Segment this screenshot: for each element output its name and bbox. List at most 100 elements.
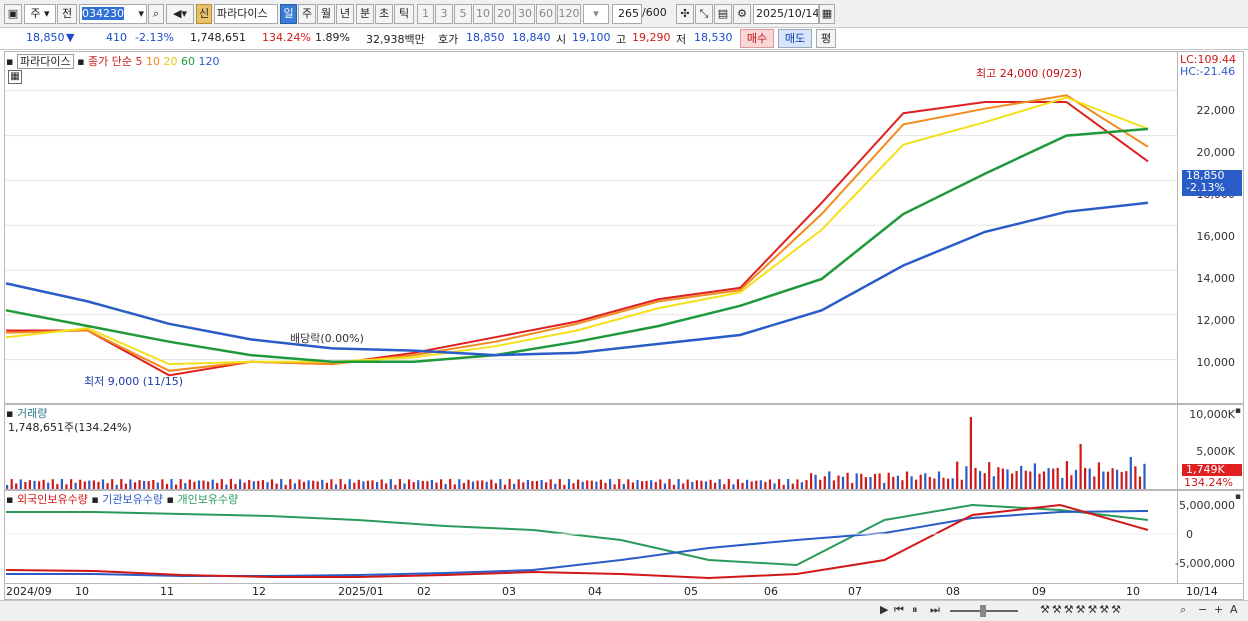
interval-3[interactable]: 3: [435, 4, 453, 24]
scroll-thumb[interactable]: [980, 605, 986, 617]
interval-1[interactable]: 1: [417, 4, 434, 24]
legend-box-icon[interactable]: ▪: [6, 55, 14, 68]
holding-line-개인보유수량: [6, 503, 1149, 567]
volume-bar: [302, 481, 306, 489]
grid-toggle-icon[interactable]: ▦: [8, 70, 22, 84]
legend-box-icon[interactable]: ▪: [91, 493, 99, 506]
holding-axis-label: 5,000,000: [1179, 499, 1235, 512]
holding-axis[interactable]: 5,000,000 0 -5,000,000 ▪: [1175, 490, 1244, 584]
ma-label[interactable]: 종가 단순: [88, 55, 133, 68]
speaker-icon[interactable]: ◀▾: [166, 4, 194, 24]
volume-bar: [143, 481, 146, 489]
market-select[interactable]: 주 ▾: [24, 4, 56, 24]
interval-30[interactable]: 30: [515, 4, 535, 24]
pause-icon[interactable]: ⏸: [912, 603, 918, 616]
period-year[interactable]: 년: [336, 4, 354, 24]
legend-box-icon[interactable]: ▪: [77, 55, 85, 68]
interval-5[interactable]: 5: [454, 4, 472, 24]
search-icon[interactable]: ⌕: [148, 4, 164, 24]
volume-title[interactable]: 거래량: [16, 407, 48, 420]
interval-10[interactable]: 10: [473, 4, 493, 24]
period-day[interactable]: 일: [280, 4, 297, 24]
stock-title[interactable]: 파라다이스: [16, 54, 74, 69]
volume-bar: [83, 481, 86, 489]
count-input[interactable]: 265: [612, 4, 642, 24]
volume-bar: [618, 479, 621, 489]
volume-bar: [1079, 444, 1082, 489]
interval-60[interactable]: 60: [536, 4, 556, 24]
gear-icon[interactable]: ⚙: [733, 4, 751, 24]
tools-icon[interactable]: ⚒⚒⚒⚒⚒⚒⚒: [1040, 603, 1124, 616]
period-second[interactable]: 초: [375, 4, 393, 24]
volume-axis[interactable]: 10,000K 5,000K 1,749K 134.24% ▪: [1178, 404, 1244, 490]
ma-line-10: [5, 94, 1149, 372]
code-input[interactable]: 034230 ▾: [79, 4, 147, 24]
sell-button[interactable]: 매도: [778, 29, 812, 48]
volume-bar: [905, 471, 909, 489]
quote-bar: 18,850 ▼ 410 -2.13% 1,748,651 134.24% 1.…: [0, 28, 1248, 50]
volume-value: 1,748,651: [190, 31, 246, 44]
buy-button[interactable]: 매수: [740, 29, 774, 48]
volume-bar: [220, 479, 223, 489]
interval-20[interactable]: 20: [494, 4, 514, 24]
price-axis-label: 22,000: [1196, 104, 1236, 117]
date-input[interactable]: 2025/10/14: [753, 4, 819, 24]
save-icon[interactable]: ▤: [714, 4, 732, 24]
volume-bar: [348, 479, 351, 489]
volume-bar: [969, 417, 972, 489]
ma-120-label[interactable]: 120: [198, 55, 220, 68]
volume-bar: [864, 477, 867, 489]
volume-bar: [330, 479, 333, 489]
volume-bar: [567, 479, 571, 489]
forward-icon[interactable]: ⏭: [930, 603, 940, 616]
foreign-holding-label[interactable]: 외국인보유수량: [16, 493, 88, 506]
legend-box-icon[interactable]: ▪: [166, 493, 174, 506]
volume-bar: [517, 479, 520, 489]
rewind-icon[interactable]: ⏮: [894, 603, 904, 616]
layout-icon[interactable]: ▣: [4, 4, 22, 24]
play-icon[interactable]: ▶: [880, 603, 889, 616]
high-price: 19,290: [632, 31, 671, 44]
volume-bar: [1138, 476, 1142, 489]
plus-icon[interactable]: +: [1214, 603, 1224, 616]
individual-holding-label[interactable]: 개인보유수량: [177, 493, 239, 506]
minus-icon[interactable]: −: [1198, 603, 1208, 616]
institution-holding-label[interactable]: 기관보유수량: [102, 493, 164, 506]
ma-10-label[interactable]: 10: [146, 55, 161, 68]
close-icon[interactable]: ▪: [1234, 492, 1241, 502]
volume-bar: [60, 479, 63, 489]
volume-bar: [357, 479, 360, 489]
zoom-icon[interactable]: ⌕: [1180, 603, 1187, 616]
volume-panel[interactable]: [4, 404, 1178, 490]
close-icon[interactable]: ▪: [1234, 406, 1241, 416]
volume-bar: [175, 484, 178, 489]
crosshair-icon[interactable]: ✣: [676, 4, 694, 24]
volume-bar: [1029, 471, 1032, 489]
volume-bar: [490, 479, 493, 489]
calendar-icon[interactable]: ▦: [819, 4, 835, 24]
eval-button[interactable]: 평: [816, 29, 836, 48]
interval-select[interactable]: ▾: [583, 4, 609, 24]
scroll-bar[interactable]: ▶ ⏮ ⏸ ⏭ ⚒⚒⚒⚒⚒⚒⚒ ⌕ − + A: [0, 600, 1248, 621]
ma-20-label[interactable]: 20: [163, 55, 178, 68]
volume-bar: [709, 479, 712, 489]
prev-button[interactable]: 전: [57, 4, 77, 24]
auto-button[interactable]: A: [1230, 603, 1238, 616]
volume-bar: [65, 484, 68, 489]
legend-box-icon[interactable]: ▪: [6, 493, 14, 506]
chevron-down-icon[interactable]: ▾: [138, 7, 144, 20]
interval-120[interactable]: 120: [557, 4, 581, 24]
period-minute[interactable]: 분: [356, 4, 374, 24]
ma-5-label[interactable]: 5: [135, 55, 143, 68]
draw-icon[interactable]: ⤡: [695, 4, 713, 24]
period-week[interactable]: 주: [298, 4, 316, 24]
volume-bar: [1061, 478, 1064, 489]
price-axis[interactable]: 22,000 20,000 18,000 16,000 14,000 12,00…: [1178, 51, 1244, 404]
volume-bar: [960, 479, 963, 489]
ma-60-label[interactable]: 60: [181, 55, 196, 68]
period-tick[interactable]: 틱: [394, 4, 414, 24]
volume-bar: [312, 480, 315, 489]
legend-box-icon[interactable]: ▪: [6, 407, 14, 420]
new-badge: 신: [196, 4, 212, 24]
period-month[interactable]: 월: [317, 4, 335, 24]
